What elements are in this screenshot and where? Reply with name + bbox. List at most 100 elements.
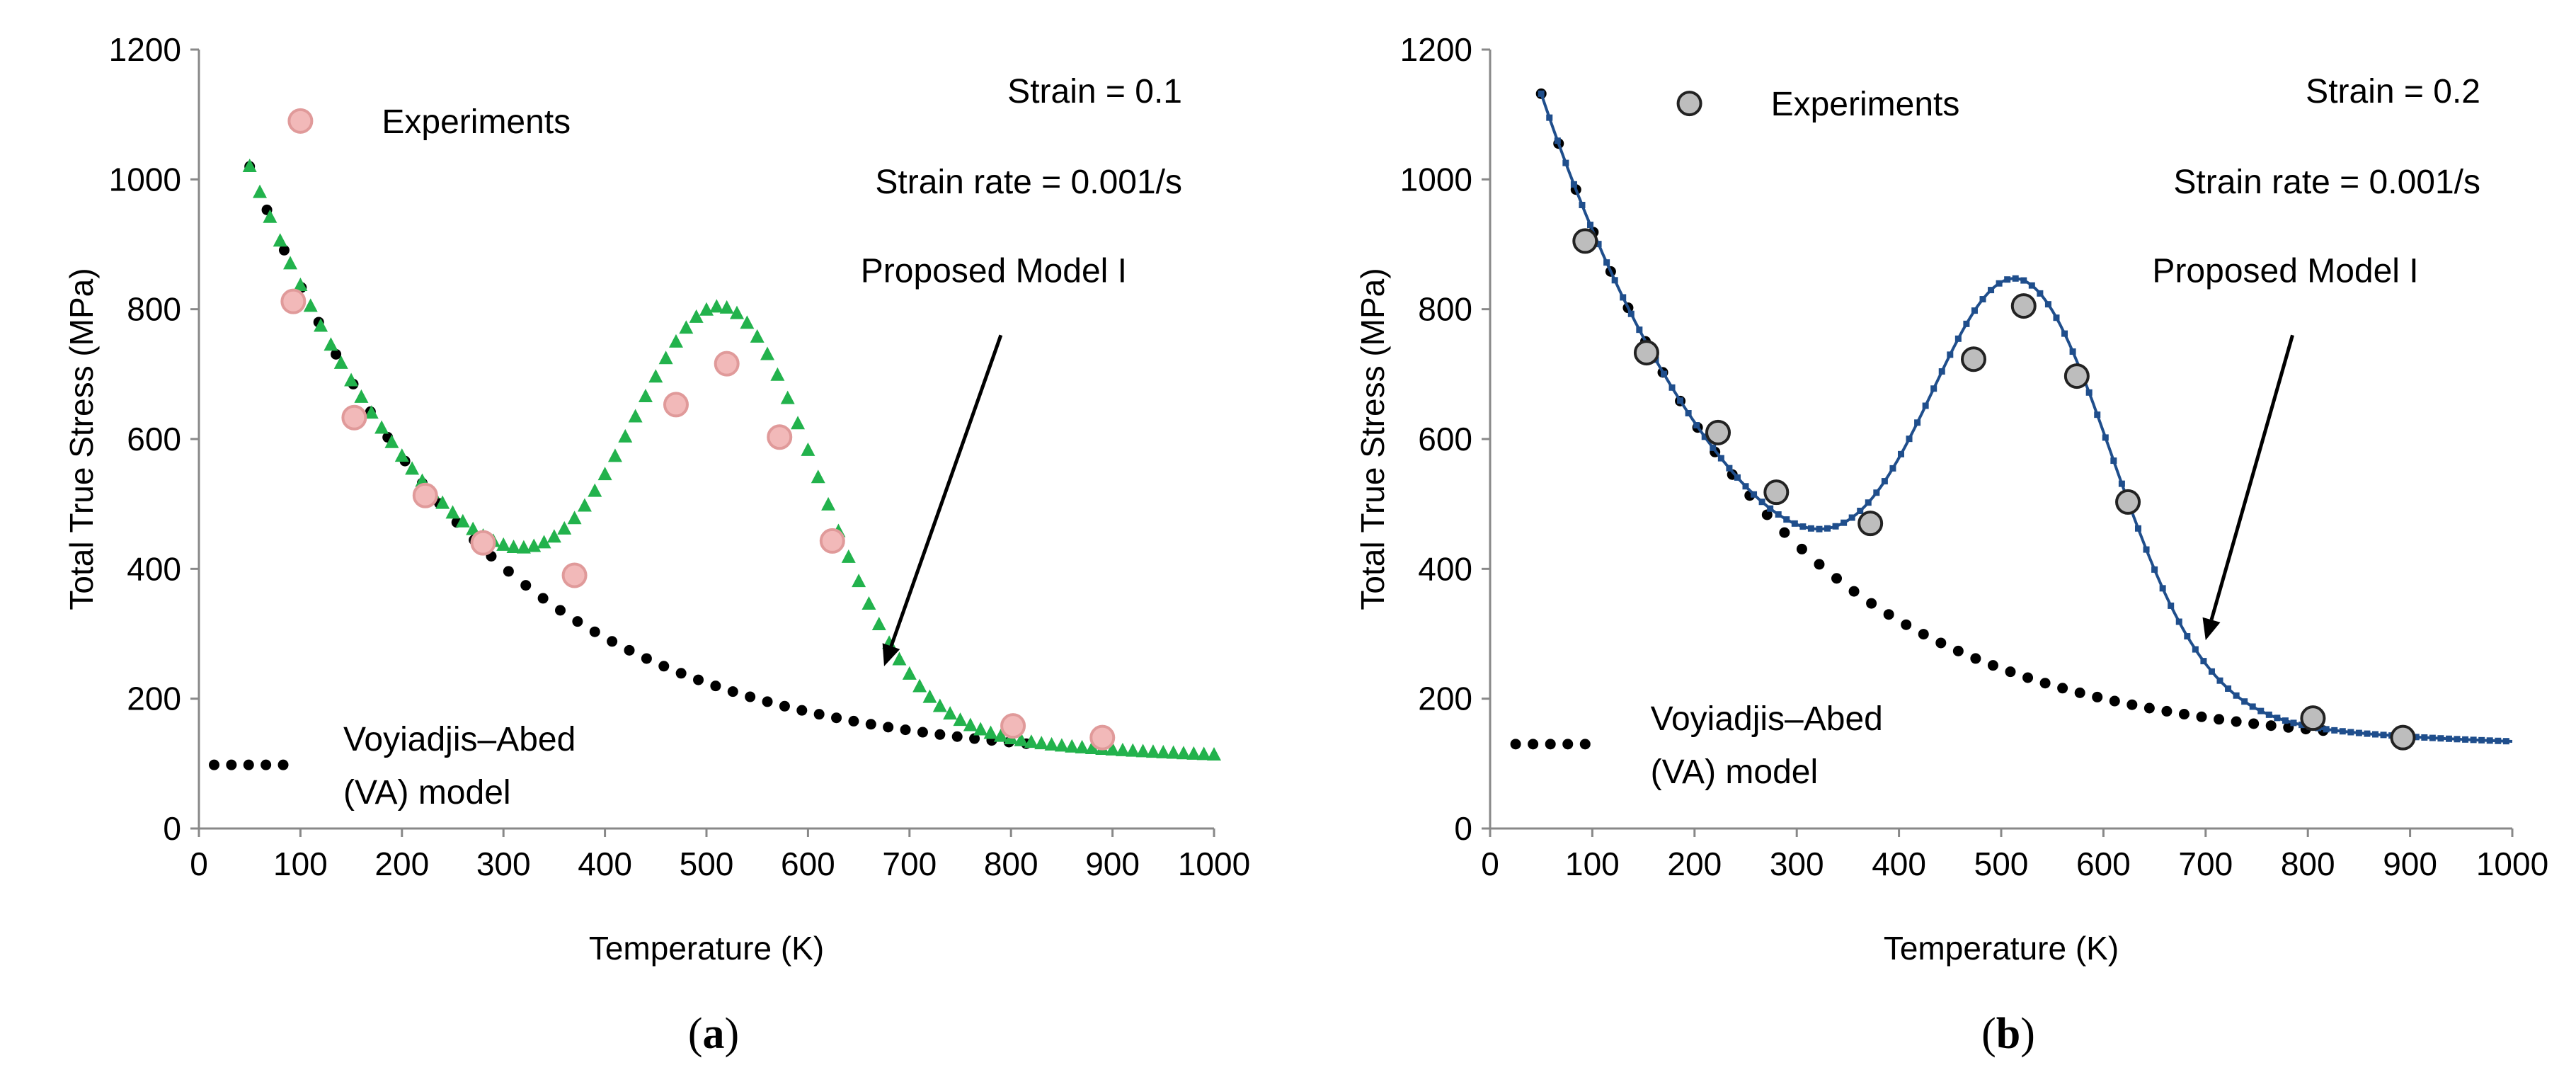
- va-model-dot: [1970, 653, 1981, 664]
- proposed-model-point: [801, 442, 815, 456]
- proposed-model-point: [1538, 90, 1545, 97]
- va-model-dot: [2109, 695, 2120, 707]
- proposed-model-point: [1717, 455, 1724, 462]
- proposed-model-point: [1865, 499, 1872, 506]
- proposed-model-point: [648, 369, 663, 383]
- proposed-model-label: Proposed Model I: [861, 252, 1127, 290]
- va-model-dot: [1987, 660, 1998, 671]
- y-tick-label: 800: [127, 291, 181, 328]
- proposed-model-point: [1014, 732, 1029, 746]
- proposed-model-point: [679, 320, 694, 334]
- proposed-model-point: [2134, 525, 2141, 532]
- proposed-model-point: [466, 521, 481, 535]
- va-model-dot: [1814, 559, 1825, 570]
- proposed-model-point: [2282, 717, 2289, 724]
- proposed-model-point: [1115, 742, 1130, 756]
- x-tick-label: 300: [476, 845, 531, 882]
- proposed-model-point: [253, 184, 268, 198]
- proposed-model-point: [283, 256, 298, 270]
- proposed-model-point: [1685, 410, 1692, 417]
- proposed-model-point: [1807, 525, 1814, 532]
- proposed-model-point: [2020, 277, 2027, 284]
- proposed-model-point: [2470, 736, 2477, 744]
- proposed-model-point: [1897, 450, 1904, 457]
- y-axis-title: Total True Stress (MPa): [63, 268, 100, 610]
- proposed-model-point: [821, 496, 836, 511]
- proposed-model-point: [2502, 738, 2509, 745]
- proposed-model-point: [354, 389, 369, 403]
- proposed-model-point: [638, 389, 653, 403]
- va-model-dot: [917, 727, 928, 738]
- x-tick-label: 1000: [1178, 845, 1250, 882]
- va-model-dot: [2092, 691, 2103, 702]
- proposed-model-point: [455, 513, 470, 528]
- y-axis-title: Total True Stress (MPa): [1354, 268, 1391, 610]
- proposed-model-label: Proposed Model I: [2152, 252, 2418, 290]
- proposed-model-point: [912, 678, 927, 693]
- y-tick-label: 1000: [1400, 161, 1472, 198]
- proposed-model-point: [2323, 726, 2330, 733]
- experiment-point: [470, 530, 496, 556]
- proposed-model-point: [1126, 743, 1140, 757]
- proposed-model-point: [2037, 290, 2044, 297]
- legend-va-dot: [1510, 739, 1521, 750]
- proposed-model-point: [1166, 745, 1181, 759]
- va-model-dot: [1848, 586, 1860, 597]
- experiment-point: [2115, 489, 2141, 515]
- proposed-model-point: [2118, 480, 2125, 487]
- proposed-model-point: [2478, 736, 2485, 744]
- proposed-model-point: [618, 428, 633, 443]
- proposed-model-point: [1832, 523, 1839, 530]
- proposed-model-point: [2061, 330, 2068, 337]
- strain-annotation: Strain = 0.2: [2306, 73, 2480, 110]
- proposed-model-point: [384, 434, 399, 448]
- proposed-model-point: [943, 706, 958, 720]
- va-model-dot: [2265, 720, 2277, 731]
- proposed-model-point: [537, 535, 551, 549]
- proposed-model-point: [1922, 402, 1929, 409]
- va-model-dot: [2178, 709, 2189, 720]
- va-model-dot: [1901, 619, 1912, 630]
- va-model-dot: [572, 616, 583, 627]
- va-model-dot: [675, 668, 687, 679]
- proposed-model-point: [1914, 419, 1921, 426]
- va-model-dot: [331, 348, 342, 360]
- proposed-model-point: [922, 689, 937, 703]
- proposed-model-point: [324, 337, 338, 351]
- proposed-model-point: [2454, 736, 2461, 743]
- proposed-model-point: [1971, 307, 1978, 314]
- panel-caption: (b): [1981, 1010, 2035, 1058]
- proposed-model-point: [1988, 287, 1995, 294]
- proposed-model-point: [2265, 711, 2272, 718]
- y-tick-label: 200: [1418, 680, 1472, 717]
- va-model-dot: [658, 661, 670, 672]
- proposed-model-point: [1734, 474, 1741, 481]
- va-model-series: [244, 161, 1032, 749]
- proposed-model-point: [2175, 618, 2182, 625]
- va-model-dot: [710, 680, 721, 692]
- experiment-point: [341, 404, 367, 431]
- y-tick-label: 1200: [109, 31, 181, 68]
- proposed-model-point: [730, 305, 745, 319]
- va-model-dot: [520, 580, 532, 591]
- proposed-model-point: [1996, 280, 2003, 287]
- experiment-point: [2390, 724, 2416, 751]
- proposed-model-point: [1824, 525, 1831, 532]
- proposed-model-point: [932, 698, 947, 712]
- x-tick-label: 500: [680, 845, 734, 882]
- va-model-dot: [1779, 527, 1790, 538]
- proposed-model-point: [1857, 507, 1864, 514]
- legend-experiments-marker: [1676, 91, 1702, 117]
- proposed-model-point: [2372, 731, 2379, 738]
- proposed-model-point: [567, 511, 582, 525]
- proposed-model-point: [1611, 277, 1618, 284]
- proposed-model-point: [1954, 335, 1962, 342]
- strain-annotation: Strain = 0.1: [1007, 73, 1182, 110]
- proposed-model-point: [273, 233, 287, 247]
- va-model-dot: [762, 696, 773, 707]
- proposed-model-point: [1701, 433, 1708, 440]
- proposed-model-point: [242, 158, 257, 172]
- proposed-model-point: [2495, 737, 2502, 744]
- x-tick-label: 200: [1667, 845, 1722, 882]
- proposed-model-point: [2159, 585, 2166, 592]
